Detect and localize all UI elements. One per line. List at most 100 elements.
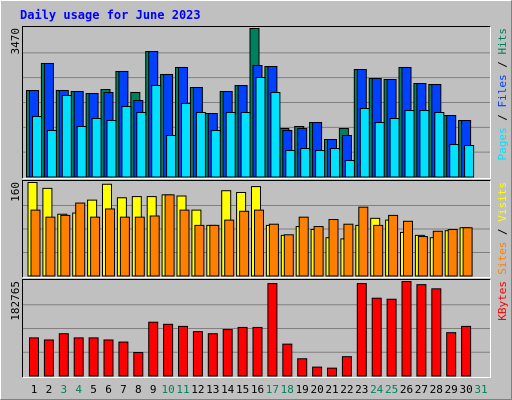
bar xyxy=(267,283,278,377)
bar xyxy=(75,202,86,277)
x-tick-label: 17 xyxy=(266,383,279,396)
bar xyxy=(416,284,427,377)
x-tick-label: 22 xyxy=(340,383,353,396)
bar xyxy=(239,210,250,277)
bar xyxy=(401,281,412,377)
x-tick-label: 8 xyxy=(135,383,142,396)
bar xyxy=(76,125,87,178)
x-tick-label: 2 xyxy=(46,383,53,396)
x-tick-label: 31 xyxy=(474,383,487,396)
bar xyxy=(419,110,430,178)
y-tick-label: 160 xyxy=(9,182,22,202)
bar xyxy=(88,337,99,377)
bar xyxy=(91,118,102,178)
bar xyxy=(103,339,114,377)
bar xyxy=(417,236,428,277)
bar xyxy=(431,288,442,377)
x-tick-label: 9 xyxy=(150,383,157,396)
bar xyxy=(30,209,41,277)
bar xyxy=(225,111,236,178)
x-tick-label: 28 xyxy=(430,383,443,396)
bar xyxy=(356,283,367,377)
bar xyxy=(60,214,71,277)
bar xyxy=(297,358,308,377)
bar xyxy=(330,148,340,178)
bar xyxy=(252,326,263,377)
bar xyxy=(209,224,220,277)
bar xyxy=(32,115,42,178)
bar xyxy=(404,110,415,178)
bar xyxy=(237,326,248,377)
bar xyxy=(119,216,130,277)
plot-border-light xyxy=(22,279,491,378)
x-tick-label: 23 xyxy=(355,383,368,396)
bar xyxy=(403,220,413,277)
bar xyxy=(148,321,159,377)
x-tick-label: 18 xyxy=(281,383,294,396)
bar xyxy=(164,194,175,277)
x-tick-label: 19 xyxy=(296,383,309,396)
y-tick-label: 182765 xyxy=(9,281,22,321)
x-tick-label: 14 xyxy=(221,383,235,396)
legend-entry: Pages xyxy=(496,127,509,160)
bar xyxy=(283,234,294,277)
bar xyxy=(121,105,132,178)
bar xyxy=(461,325,472,377)
legend-entry: Visits xyxy=(496,182,509,222)
plot-border-dark xyxy=(22,180,491,278)
legend-entry: KBytes xyxy=(496,281,509,321)
legend: Pages / Files / Hits xyxy=(496,28,509,161)
bar xyxy=(446,332,457,377)
bar xyxy=(371,297,382,377)
plot-border-light xyxy=(22,180,491,278)
legend-separator: / xyxy=(496,222,509,242)
bar xyxy=(118,341,129,377)
plot-border-light xyxy=(22,26,491,179)
x-tick-label: 11 xyxy=(176,383,189,396)
bar xyxy=(46,129,57,178)
bar xyxy=(285,149,296,178)
bar xyxy=(388,214,399,277)
bar xyxy=(192,331,203,377)
chart-title: Daily usage for June 2023 xyxy=(20,8,201,22)
legend-separator: / xyxy=(496,108,509,128)
bar xyxy=(222,329,233,377)
x-tick-label: 26 xyxy=(400,383,413,396)
bar xyxy=(105,208,115,277)
bar xyxy=(58,333,69,377)
bar xyxy=(61,94,72,178)
bar xyxy=(194,224,205,277)
x-tick-label: 15 xyxy=(236,383,249,396)
bar xyxy=(133,351,144,377)
bar xyxy=(207,333,218,377)
x-tick-label: 16 xyxy=(251,383,264,396)
bar xyxy=(434,111,445,178)
bar xyxy=(327,367,337,377)
bar xyxy=(29,337,39,377)
bar xyxy=(149,215,160,277)
bar xyxy=(224,219,235,277)
bar xyxy=(45,216,56,277)
x-tick-label: 5 xyxy=(90,383,97,396)
bar xyxy=(432,230,443,277)
bar xyxy=(254,209,264,277)
bar xyxy=(449,144,460,178)
plot-border-dark xyxy=(22,279,491,378)
bar xyxy=(464,145,475,178)
bar xyxy=(462,227,473,277)
bar xyxy=(315,149,326,178)
bar xyxy=(341,356,352,377)
bar xyxy=(151,84,162,178)
y-tick-label: 3470 xyxy=(9,28,22,55)
x-tick-label: 20 xyxy=(310,383,323,396)
bar xyxy=(90,216,101,277)
bar xyxy=(163,323,174,377)
x-tick-label: 13 xyxy=(206,383,219,396)
legend-entry: Files xyxy=(496,74,509,107)
bar xyxy=(358,206,369,277)
bar xyxy=(270,91,281,178)
legend-entry: Hits xyxy=(496,28,509,55)
bar xyxy=(240,111,251,178)
